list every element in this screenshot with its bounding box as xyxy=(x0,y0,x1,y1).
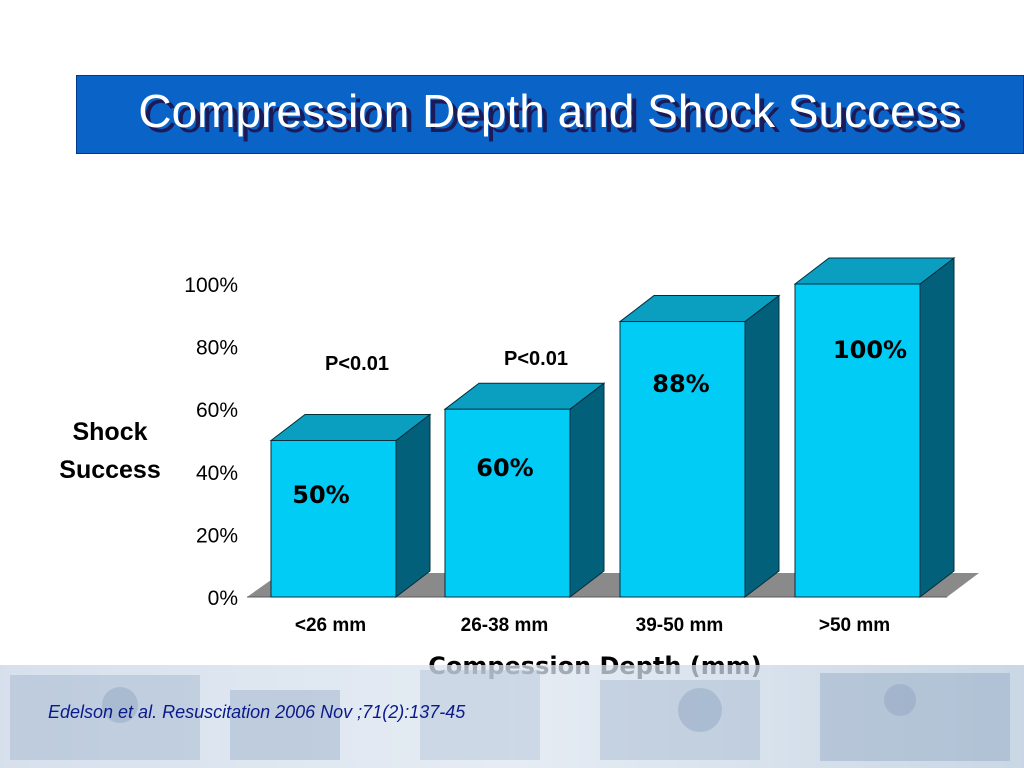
p-value-annotation: P<0.01 xyxy=(504,348,568,370)
footer-photo-strip xyxy=(0,665,1024,768)
data-label: 50% xyxy=(292,481,349,509)
y-axis-label-line-2: Success xyxy=(59,456,161,484)
bar-side xyxy=(569,382,605,599)
footer-collage-image xyxy=(0,665,1024,768)
bar xyxy=(619,321,746,598)
y-axis-label-line-1: Shock xyxy=(72,418,148,446)
x-tick-label: 26-38 mm xyxy=(461,615,549,636)
y-tick-label: 100% xyxy=(184,274,238,297)
p-value-annotation: P<0.01 xyxy=(325,353,389,375)
bar-side xyxy=(919,256,955,599)
bar-side xyxy=(744,294,780,599)
y-tick-label: 20% xyxy=(196,524,238,547)
bar xyxy=(444,408,571,598)
x-tick-label: >50 mm xyxy=(819,615,890,636)
bar xyxy=(794,283,921,598)
data-label: 88% xyxy=(652,370,709,398)
bar-side xyxy=(395,413,431,599)
y-axis-label: Shock Success xyxy=(40,413,180,489)
data-label: 100% xyxy=(833,336,907,364)
y-tick-label: 40% xyxy=(196,462,238,485)
bar xyxy=(270,440,397,598)
x-tick-label: 39-50 mm xyxy=(636,615,724,636)
citation: Edelson et al. Resuscitation 2006 Nov ;7… xyxy=(48,702,466,722)
title-banner: Compression Depth and Shock Success xyxy=(76,75,1024,154)
slide-title: Compression Depth and Shock Success xyxy=(138,85,962,137)
y-tick-label: 80% xyxy=(196,337,238,360)
y-tick-label: 60% xyxy=(196,399,238,422)
x-tick-label: <26 mm xyxy=(295,615,366,636)
y-tick-label: 0% xyxy=(208,587,238,610)
data-label: 60% xyxy=(476,454,533,482)
